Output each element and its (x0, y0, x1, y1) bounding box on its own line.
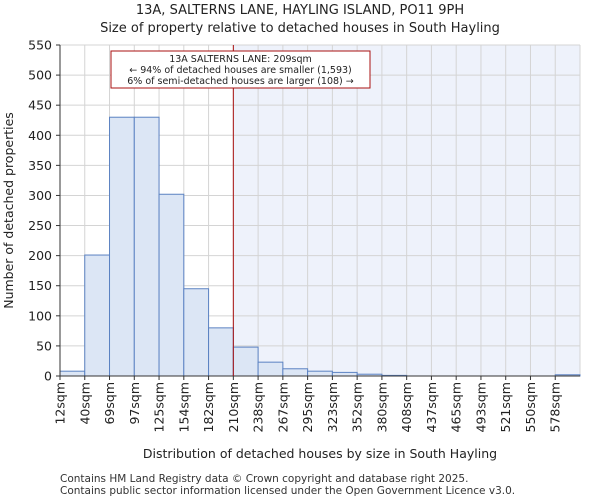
histogram-bar (158, 193, 185, 377)
x-tick-label: 182sqm (201, 382, 216, 432)
y-tick-label: 250 (28, 218, 52, 233)
histogram-bar (109, 116, 135, 377)
x-tick-label: 12sqm (53, 382, 68, 425)
y-tick-label: 500 (28, 68, 52, 83)
annotation-line-2: ← 94% of detached houses are smaller (1,… (129, 65, 352, 76)
x-tick-label: 238sqm (251, 382, 266, 432)
x-tick-label: 154sqm (176, 382, 191, 432)
y-tick-label: 300 (28, 188, 52, 203)
x-tick-label: 380sqm (374, 382, 389, 432)
histogram-bar (208, 327, 234, 377)
x-tick-label: 437sqm (424, 382, 439, 432)
x-tick-label: 267sqm (275, 382, 290, 432)
x-axis-label: Distribution of detached houses by size … (143, 446, 497, 461)
y-tick-label: 200 (28, 248, 52, 263)
chart-subtitle: Size of property relative to detached ho… (100, 21, 500, 36)
histogram-bar (307, 370, 333, 377)
x-tick-label: 352sqm (350, 382, 365, 432)
histogram-bar (183, 288, 210, 377)
y-tick-label: 150 (28, 278, 52, 293)
y-tick-label: 450 (28, 98, 52, 113)
histogram-bar (232, 346, 259, 377)
footer-licence: Contains public sector information licen… (60, 485, 516, 497)
x-tick-label: 210sqm (226, 382, 241, 432)
x-tick-label: 69sqm (102, 382, 117, 425)
histogram-bar (59, 370, 86, 377)
x-tick-label: 97sqm (127, 382, 142, 425)
x-tick-label: 521sqm (498, 382, 513, 432)
y-tick-label: 100 (28, 308, 52, 323)
histogram-bar (257, 361, 284, 377)
histogram-bar (282, 368, 309, 377)
x-tick-label: 323sqm (325, 382, 340, 432)
x-tick-label: 408sqm (399, 382, 414, 432)
y-tick-label: 550 (28, 38, 52, 53)
annotation-line-3: 6% of semi-detached houses are larger (1… (127, 76, 354, 87)
y-axis-label: Number of detached properties (1, 112, 16, 309)
x-tick-label: 550sqm (523, 382, 538, 432)
x-tick-label: 40sqm (77, 382, 92, 425)
histogram-bar (331, 371, 358, 377)
chart-title: 13A, SALTERNS LANE, HAYLING ISLAND, PO11… (135, 3, 465, 18)
x-tick-label: 295sqm (300, 382, 315, 432)
x-tick-label: 578sqm (548, 382, 563, 432)
x-tick-label: 125sqm (152, 382, 167, 432)
footer-copyright: Contains HM Land Registry data © Crown c… (60, 473, 469, 485)
y-tick-label: 350 (28, 158, 52, 173)
annotation-line-1: 13A SALTERNS LANE: 209sqm (169, 54, 312, 65)
y-tick-label: 50 (36, 338, 52, 353)
y-tick-label: 400 (28, 128, 52, 143)
histogram-bar (133, 116, 160, 377)
y-tick-label: 0 (44, 369, 52, 384)
annotation-box: 13A SALTERNS LANE: 209sqm ← 94% of detac… (110, 50, 371, 89)
x-tick-label: 493sqm (473, 382, 488, 432)
histogram-bar (84, 254, 111, 377)
x-tick-label: 465sqm (449, 382, 464, 432)
